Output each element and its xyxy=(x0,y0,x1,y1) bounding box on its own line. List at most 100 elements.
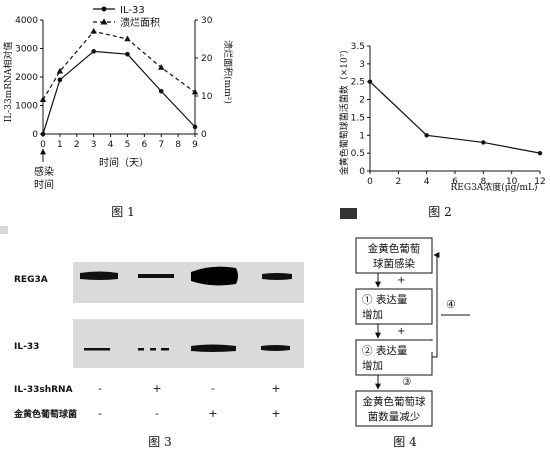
fig2-x-tick-label: 8 xyxy=(480,177,486,187)
row-label-shrna: IL-33shRNA xyxy=(14,385,73,395)
data-point xyxy=(90,27,97,34)
box-step2-line1: ② 表达量 xyxy=(362,344,408,357)
infection-label-2: 时间 xyxy=(34,178,54,191)
box-result xyxy=(355,390,433,427)
fig1-x-tick-label: 6 xyxy=(141,140,147,150)
fig2-ylabel: 金黄色葡萄球菌活菌数（×10⁷） xyxy=(338,45,350,176)
il33-band-2a xyxy=(138,348,144,351)
box-step1-line1: ① 表达量 xyxy=(362,293,408,306)
plus-1: + xyxy=(397,275,405,286)
data-point xyxy=(124,35,131,42)
fig2-x-tick-label: 12 xyxy=(534,177,545,187)
data-point xyxy=(537,150,543,156)
fig1-x-tick-label: 9 xyxy=(192,140,198,150)
il33-band-3 xyxy=(191,344,236,352)
fig2-y-tick-label: 1 xyxy=(359,131,365,141)
fig2-y-tick-label: 0 xyxy=(359,167,365,177)
fig1-y-right-tick-label: 30 xyxy=(201,16,213,26)
fig2-x-tick-label: 0 xyxy=(367,177,373,187)
fig1-x-tick-label: 1 xyxy=(57,140,63,150)
data-point xyxy=(158,64,165,70)
data-point xyxy=(39,96,47,102)
fig1-y-right-tick-label: 0 xyxy=(201,130,207,140)
data-point xyxy=(481,140,486,145)
data-point xyxy=(424,133,429,138)
box-step2 xyxy=(355,339,433,376)
legend-ulcer-label: 溃烂面积 xyxy=(120,16,160,29)
fig1-y-left-tick-label: 0 xyxy=(32,130,38,140)
reg3a-membrane xyxy=(73,262,304,303)
fig2-y-tick-label: 3.5 xyxy=(351,42,365,52)
fig2-y-tick-label: 1.5 xyxy=(351,113,365,123)
step3-label: ③ xyxy=(402,376,412,388)
fig1-y-left-tick-label: 2000 xyxy=(15,73,38,83)
fig2-y-tick-label: 3 xyxy=(359,60,365,70)
fig1-x-tick-label: 3 xyxy=(91,140,97,150)
series-line xyxy=(42,50,196,135)
fig2-y-tick-label: 2 xyxy=(359,96,365,106)
data-point xyxy=(56,67,64,74)
box-infection-line2: 球菌感染 xyxy=(373,257,415,270)
data-point xyxy=(91,49,96,54)
fig1-ylabel-right: 溃烂面积(mm²) xyxy=(222,40,234,104)
il33-band-2c xyxy=(161,348,169,351)
fig2-x-tick-label: 10 xyxy=(506,177,518,187)
fig1-y-right-tick-label: 20 xyxy=(201,54,213,64)
fig1-y-left-tick-label: 4000 xyxy=(15,16,38,26)
cell: + xyxy=(208,407,217,420)
edge-mark xyxy=(0,226,8,234)
box-result-line1: 金黄色葡萄球 xyxy=(363,395,426,408)
box-step1-line2: 增加 xyxy=(362,308,383,321)
fig1-x-tick-label: 4 xyxy=(108,140,114,150)
il33-membrane xyxy=(73,319,304,368)
data-point xyxy=(191,88,199,95)
legend-il33-marker xyxy=(101,6,107,12)
figure2-ticks: 0 2 4 6 8 10 12 0 0.5 1 1.5 2 2.5 3 3.5 xyxy=(351,42,546,187)
feedback-label: ④ xyxy=(446,298,456,311)
il33-band-4 xyxy=(261,345,290,351)
fig1-x-tick-label: 2 xyxy=(74,140,80,150)
fig1-xlabel: 时间（天） xyxy=(99,156,149,169)
fig1-y-left-tick-label: 1000 xyxy=(15,102,38,112)
legend-il33-label: IL-33 xyxy=(120,5,145,16)
plus-2: + xyxy=(397,326,405,337)
cell: + xyxy=(152,382,161,395)
figure1-series xyxy=(39,27,199,137)
figure2-chart: 0 2 4 6 8 10 12 0 0.5 1 1.5 2 2.5 3 3.5 REG3A浓度(μg/mL)… xyxy=(338,42,546,219)
fig2-xlabel: REG3A浓度(μg/mL) xyxy=(451,181,538,193)
il33-band-2b xyxy=(150,348,156,351)
il33-band-1 xyxy=(84,348,110,351)
cell: - xyxy=(155,407,159,420)
cell: - xyxy=(98,407,102,420)
infection-label-1: 感染 xyxy=(34,165,54,178)
band-label-il33: IL-33 xyxy=(14,342,39,352)
reg3a-band-3 xyxy=(191,266,238,286)
data-point xyxy=(158,88,164,94)
figure2-series xyxy=(367,79,543,156)
fig2-x-tick-label: 4 xyxy=(424,177,430,187)
reg3a-band-4 xyxy=(262,273,292,280)
figure4-diagram: 金黄色葡萄 球菌感染 + ① 表达量 增加 + ② 表达量 增加 ③ 金黄色葡萄… xyxy=(355,237,470,449)
legend-ulcer-marker xyxy=(100,18,108,25)
fig2-y-tick-label: 2.5 xyxy=(351,78,365,88)
fig2-y-tick-label: 0.5 xyxy=(351,149,365,159)
corner-mark xyxy=(340,208,357,219)
band-label-reg3a: REG3A xyxy=(14,275,48,285)
fig1-y-left-tick-label: 3000 xyxy=(15,45,38,55)
feedback-arrow xyxy=(432,252,440,358)
box-infection-line1: 金黄色葡萄 xyxy=(368,242,421,255)
data-point xyxy=(192,124,198,130)
series-line xyxy=(42,30,196,101)
fig1-x-tick-label: 8 xyxy=(175,140,181,150)
smudge xyxy=(423,341,437,352)
data-point xyxy=(367,79,373,84)
box-result-line2: 菌数量减少 xyxy=(368,410,421,423)
figure3-blot: REG3A IL-33 IL-33shRNA 金黄色葡萄球菌 - + - + -… xyxy=(0,226,304,449)
fig2-caption: 图 2 xyxy=(428,205,451,219)
fig1-x-tick-label: 7 xyxy=(158,140,164,150)
cell: - xyxy=(211,382,215,395)
data-point xyxy=(57,77,63,83)
